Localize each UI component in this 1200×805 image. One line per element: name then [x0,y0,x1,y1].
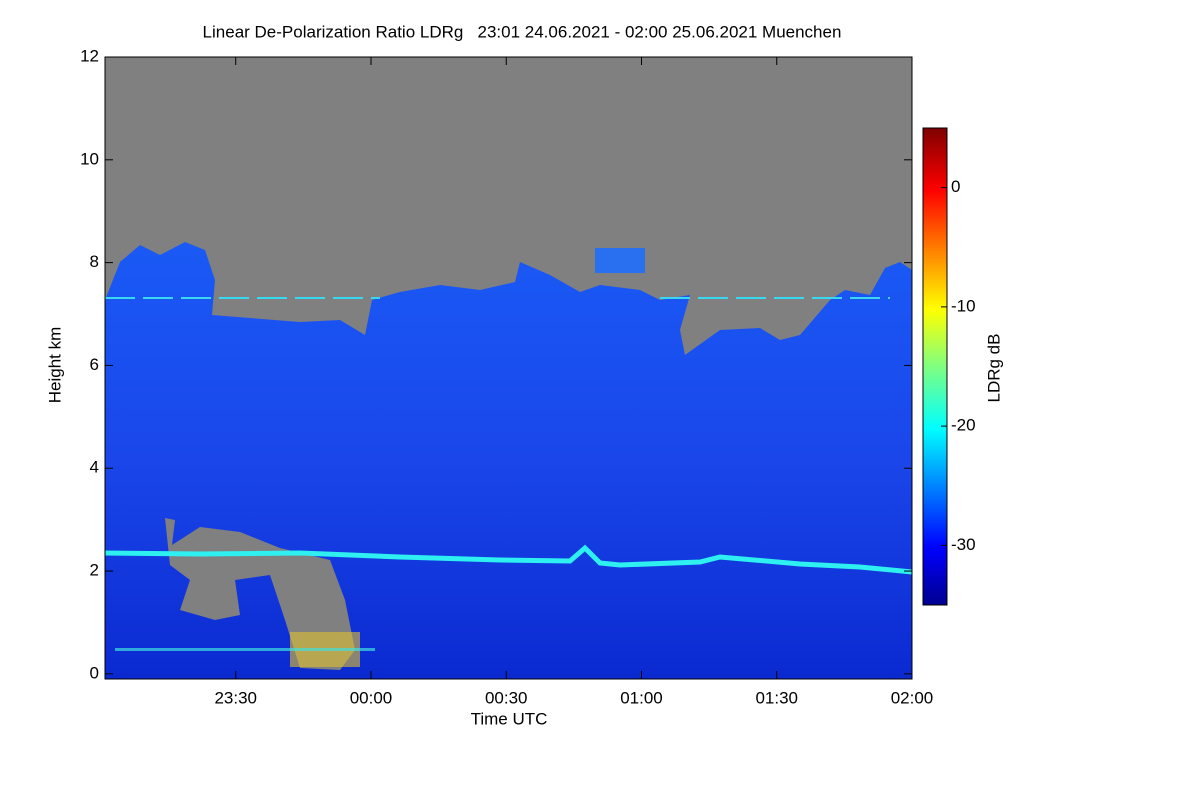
cloud-layer [104,544,913,575]
colorbar-tick-label: -30 [951,535,976,554]
x-tick-label: 01:30 [755,688,798,707]
x-tick-label: 00:00 [350,688,393,707]
plot-frame [104,56,913,680]
x-tick-label: 02:00 [891,688,934,707]
y-tick-label: 10 [80,149,99,168]
colorbar-label: LDRg dB [984,334,1003,403]
y-tick-label: 12 [80,46,99,65]
y-tick-label: 2 [90,561,99,580]
heatmap-image [104,57,913,679]
chart-title: Linear De-Polarization Ratio LDRg 23:01 … [203,22,842,41]
x-tick-label: 01:00 [620,688,663,707]
colorbar-tick-label: -10 [951,296,976,315]
colorbar-tick-label: 0 [951,177,960,196]
x-axis-label: Time UTC [471,709,548,728]
x-tick-label: 00:30 [485,688,528,707]
x-tick-label: 23:30 [214,688,257,707]
y-tick-label: 4 [90,458,99,477]
y-axis-label: Height km [45,327,64,404]
y-tick-label: 8 [90,252,99,271]
colorbar-tick-label: -20 [951,416,976,435]
speckle [595,248,645,273]
speckle [115,648,375,651]
colorbar [922,127,948,606]
y-tick-label: 0 [90,663,99,682]
y-tick-label: 6 [90,355,99,374]
